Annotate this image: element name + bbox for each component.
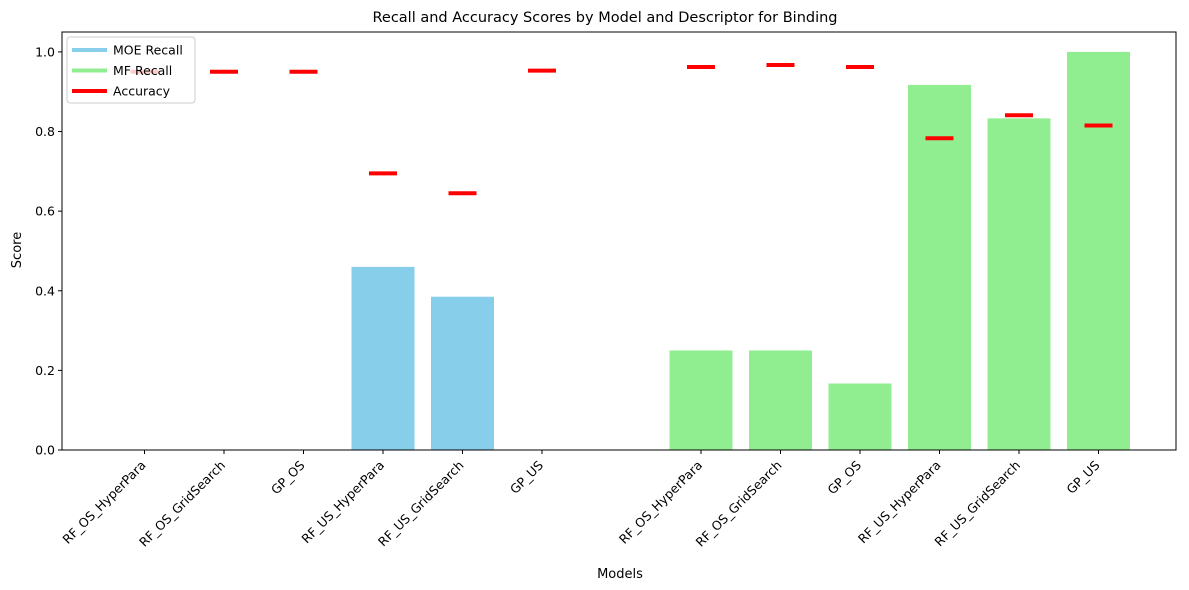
legend-label: Accuracy	[113, 84, 171, 99]
chart-title: Recall and Accuracy Scores by Model and …	[372, 10, 837, 26]
x-tick-label: RF_OS_HyperPara	[59, 458, 148, 547]
x-axis-label: Models	[597, 567, 643, 582]
x-tick-label: GP_OS	[268, 457, 308, 497]
y-tick-label: 0.2	[35, 363, 55, 378]
bar-mf-recall	[908, 84, 971, 451]
y-tick-label: 0.8	[35, 124, 55, 139]
x-tick-label: GP_OS	[824, 457, 864, 497]
y-tick-label: 0.0	[35, 443, 55, 458]
legend-box	[66, 36, 196, 104]
x-tick-label: RF_OS_HyperPara	[616, 458, 705, 547]
plot-frame	[61, 31, 1177, 451]
x-tick-label: RF_US_HyperPara	[855, 458, 944, 547]
y-axis-label: Score	[10, 232, 25, 268]
y-tick-label: 0.6	[35, 204, 55, 219]
bar-mf-recall	[749, 350, 812, 450]
x-tick-label: GP_US	[1063, 457, 1102, 496]
bar-mf-recall	[669, 350, 733, 450]
y-tick-label: 1.0	[35, 44, 55, 59]
y-tick-label: 0.4	[35, 283, 55, 298]
x-tick-label: GP_US	[507, 457, 546, 496]
bar-mf-recall	[1067, 51, 1130, 451]
bar-mf-recall	[987, 118, 1051, 451]
bar-mf-recall	[828, 383, 892, 450]
x-tick-label: RF_US_HyperPara	[298, 458, 387, 547]
legend-label: MOE Recall	[113, 43, 183, 58]
bar-moe-recall	[431, 296, 494, 450]
x-tick-label: RF_OS_GridSearch	[692, 458, 784, 550]
x-tick-label: RF_US_GridSearch	[375, 458, 467, 550]
legend: MOE Recall MF Recall Accuracy	[66, 36, 196, 104]
plot-area: 0.00.20.40.60.81.0RF_OS_HyperParaRF_OS_G…	[35, 31, 1177, 550]
x-tick-label: RF_US_GridSearch	[931, 458, 1023, 550]
legend-label: MF Recall	[113, 63, 172, 78]
bar-moe-recall	[351, 266, 415, 450]
x-tick-label: RF_OS_GridSearch	[136, 458, 228, 550]
